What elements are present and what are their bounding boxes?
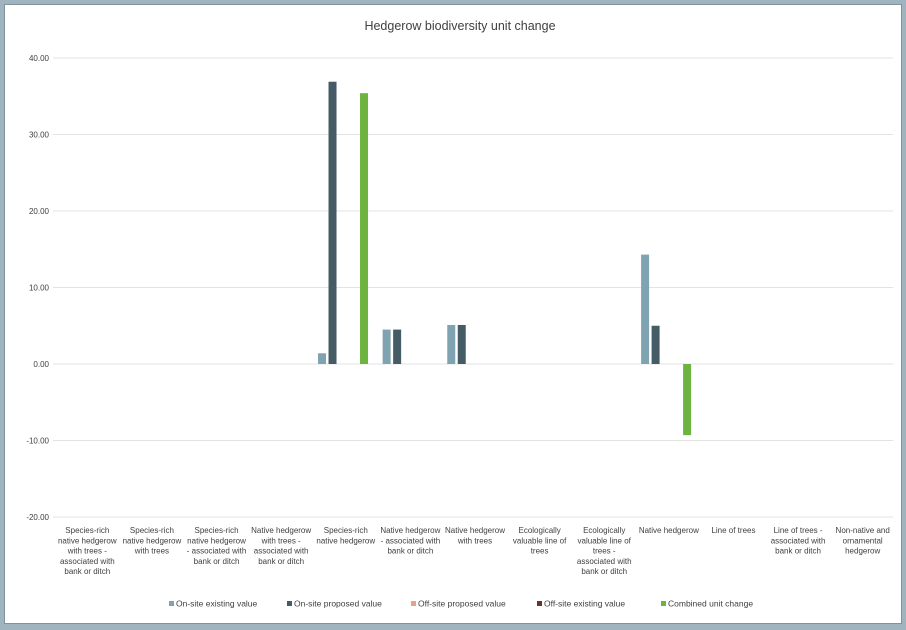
category-label-line: associated with: [771, 536, 826, 545]
grid-layer: [53, 58, 893, 517]
category-label-line: bank or ditch: [775, 547, 821, 556]
category-label-line: bank or ditch: [64, 567, 110, 576]
y-tick-label: 30.00: [29, 131, 50, 140]
legend-label: Combined unit change: [668, 599, 753, 609]
bar-on-site-existing-value: [318, 353, 326, 364]
category-label-line: Species-rich: [324, 526, 368, 535]
category-label-line: Species-rich: [130, 526, 174, 535]
bar-on-site-proposed-value: [458, 325, 466, 364]
category-label-line: - associated with: [381, 536, 441, 545]
category-label-line: - associated with: [187, 547, 247, 556]
legend: On-site existing value On-site proposed v…: [169, 599, 753, 609]
chart-frame: Hedgerow biodiversity unit change -20.00…: [4, 4, 902, 624]
bar-combined-unit-change: [360, 93, 368, 364]
category-label: Species-rich native hedgerow - associated …: [187, 526, 247, 566]
category-label-line: Native hedgerow: [639, 526, 699, 535]
category-label-line: bank or ditch: [387, 547, 433, 556]
legend-swatch: [287, 601, 292, 606]
y-tick-label: 10.00: [29, 284, 50, 293]
category-label-line: bank or ditch: [581, 567, 627, 576]
bar-on-site-existing-value: [641, 255, 649, 364]
category-label-line: trees -: [593, 547, 616, 556]
legend-swatch: [661, 601, 666, 606]
category-label-line: native hedgerow: [123, 536, 182, 545]
category-label-line: bank or ditch: [194, 557, 240, 566]
category-label-line: trees: [531, 547, 549, 556]
legend-swatch: [411, 601, 416, 606]
category-label-line: associated with: [60, 557, 115, 566]
category-label-line: with trees: [457, 536, 492, 545]
y-tick-label: -10.00: [26, 437, 49, 446]
legend-label: On-site existing value: [176, 599, 258, 609]
category-label-line: Native hedgerow: [380, 526, 440, 535]
category-label: Ecologically valuable line of trees: [513, 526, 567, 556]
legend-swatch: [537, 601, 542, 606]
category-label-line: ornamental: [843, 536, 883, 545]
category-label: Native hedgerow with trees - associated wi…: [251, 526, 311, 566]
category-label-line: associated with: [254, 547, 309, 556]
legend-swatch: [169, 601, 174, 606]
category-label-line: native hedgerow: [58, 536, 117, 545]
chart-title: Hedgerow biodiversity unit change: [364, 19, 555, 33]
category-label-line: valuable line of: [578, 536, 632, 545]
legend-label: Off-site existing value: [544, 599, 625, 609]
category-label-line: Ecologically: [583, 526, 625, 535]
category-label: Native hedgerow - associated with bank or …: [380, 526, 440, 556]
category-label: Native hedgerow: [639, 526, 699, 535]
y-tick-label: 40.00: [29, 54, 50, 63]
y-axis-tick-labels: -20.00 -10.00 0.00 10.00 20.00 30.00 40.00: [26, 54, 49, 522]
category-label-line: bank or ditch: [258, 557, 304, 566]
category-label-line: associated with: [577, 557, 632, 566]
category-label-line: Line of trees -: [774, 526, 823, 535]
category-label: Ecologically valuable line of trees -assoc…: [577, 526, 632, 576]
category-label-line: valuable line of: [513, 536, 567, 545]
category-label: Line of trees -associated with bank or di…: [771, 526, 826, 556]
category-label-line: Native hedgerow: [445, 526, 505, 535]
category-label-line: with trees -: [261, 536, 301, 545]
chart-svg: Hedgerow biodiversity unit change -20.00…: [5, 5, 901, 623]
category-label-line: Species-rich: [195, 526, 239, 535]
y-tick-label: 20.00: [29, 207, 50, 216]
legend-label: On-site proposed value: [294, 599, 382, 609]
category-label-line: with trees: [134, 547, 169, 556]
bar-combined-unit-change: [683, 364, 691, 435]
category-label-line: Line of trees: [711, 526, 755, 535]
category-label-line: native hedgerow: [316, 536, 375, 545]
bar-on-site-proposed-value: [652, 326, 660, 364]
category-label-line: Non-native and: [836, 526, 890, 535]
category-label-line: hedgerow: [845, 547, 880, 556]
category-label-line: native hedgerow: [187, 536, 246, 545]
category-label-line: Species-rich: [65, 526, 109, 535]
category-label-line: with trees -: [67, 547, 107, 556]
category-label: Species-rich native hedgerow with trees: [123, 526, 182, 556]
legend-label: Off-site proposed value: [418, 599, 506, 609]
category-label: Native hedgerow with trees: [445, 526, 505, 545]
category-label-line: Ecologically: [518, 526, 560, 535]
y-tick-label: -20.00: [26, 513, 49, 522]
bar-on-site-existing-value: [383, 330, 391, 364]
category-label: Species-rich native hedgerow with trees -a…: [58, 526, 117, 576]
x-axis-category-labels: Species-rich native hedgerow with trees -a…: [58, 526, 890, 576]
category-label-line: Native hedgerow: [251, 526, 311, 535]
category-label: Species-rich native hedgerow: [316, 526, 375, 545]
category-label: Line of trees: [711, 526, 755, 535]
bar-on-site-existing-value: [447, 325, 455, 364]
y-tick-label: 0.00: [33, 360, 49, 369]
category-label: Non-native and ornamental hedgerow: [836, 526, 890, 556]
bar-on-site-proposed-value: [393, 330, 401, 364]
bar-on-site-proposed-value: [329, 82, 337, 364]
